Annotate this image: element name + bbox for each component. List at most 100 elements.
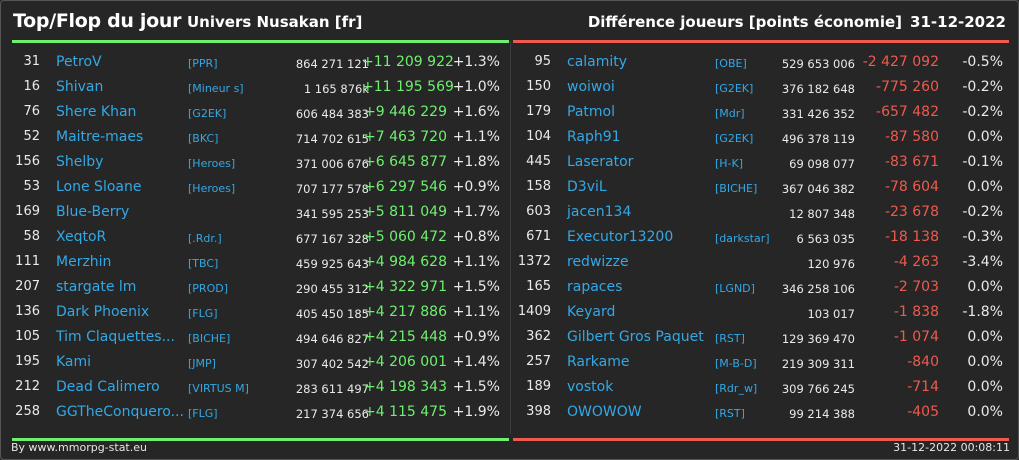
alliance-link[interactable]: [PROD] xyxy=(188,282,228,295)
top-row: 53 Lone Sloane [Heroes] 707 177 578 +6 297 5… xyxy=(12,175,509,200)
alliance-link[interactable]: [FLG] xyxy=(188,307,218,320)
rank-cell: 58 xyxy=(23,229,40,244)
player-link[interactable]: calamity xyxy=(567,54,628,70)
alliance-link[interactable]: [darkstar] xyxy=(715,232,770,245)
points-cell: 367 046 382 xyxy=(781,182,855,196)
player-link[interactable]: XeqtoR xyxy=(56,229,107,245)
player-link[interactable]: vostok xyxy=(567,379,614,395)
player-link[interactable]: Shivan xyxy=(56,79,104,95)
alliance-link[interactable]: [OBE] xyxy=(715,57,747,70)
flop-row: 398 OWOWOW [RST] 99 214 388 -405 0.0% xyxy=(513,400,1009,425)
percent-cell: +1.4% xyxy=(452,354,500,370)
points-cell: 331 426 352 xyxy=(781,107,855,121)
rank-cell: 16 xyxy=(23,79,40,94)
alliance-link[interactable]: [.Rdr.] xyxy=(188,232,222,245)
points-cell: 6 563 035 xyxy=(796,232,855,246)
metric-subtitle: Différence joueurs [points économie] xyxy=(587,13,902,31)
player-link[interactable]: Blue-Berry xyxy=(56,204,130,220)
alliance-link[interactable]: [Rdr_w] xyxy=(715,382,758,395)
player-link[interactable]: Maitre-maes xyxy=(56,129,144,145)
percent-cell: +1.8% xyxy=(452,154,500,170)
flop-list: 95 calamity [OBE] 529 653 006 -2 427 092 -0.5… xyxy=(513,50,1009,425)
header: Top/Flop du jour Univers Nusakan [fr] Di… xyxy=(1,1,1018,41)
player-link[interactable]: jacen134 xyxy=(567,204,632,220)
alliance-link[interactable]: [M-B-D] xyxy=(715,357,757,370)
alliance-link[interactable]: [BICHE] xyxy=(188,332,231,345)
alliance-link[interactable]: [TBC] xyxy=(188,257,219,270)
player-link[interactable]: GGTheConquero... xyxy=(56,404,184,420)
player-link[interactable]: D3viL xyxy=(567,179,607,195)
percent-cell: -0.2% xyxy=(962,104,1003,120)
points-cell: 219 309 311 xyxy=(781,357,855,371)
alliance-link[interactable]: [BKC] xyxy=(188,132,219,145)
percent-cell: 0.0% xyxy=(967,329,1003,345)
player-link[interactable]: rapaces xyxy=(567,279,623,295)
player-link[interactable]: Tim Claquettes... xyxy=(56,329,175,345)
player-link[interactable]: Shere Khan xyxy=(56,104,137,120)
page-title: Top/Flop du jour xyxy=(13,10,182,32)
player-link[interactable]: Lone Sloane xyxy=(56,179,142,195)
player-link[interactable]: Laserator xyxy=(567,154,634,170)
player-link[interactable]: Raph91 xyxy=(567,129,621,145)
alliance-link[interactable]: [G2EK] xyxy=(188,107,227,120)
alliance-link[interactable]: [PPR] xyxy=(188,57,218,70)
top-row: 31 PetroV [PPR] 864 271 121 +11 209 922 +1.3% xyxy=(12,50,509,75)
rank-cell: 95 xyxy=(534,54,551,69)
player-link[interactable]: Patmol xyxy=(567,104,615,120)
player-link[interactable]: woiwoi xyxy=(567,79,615,95)
alliance-link[interactable]: [FLG] xyxy=(188,407,218,420)
percent-cell: 0.0% xyxy=(967,404,1003,420)
alliance-link[interactable]: [Heroes] xyxy=(188,157,236,170)
diff-cell: -87 580 xyxy=(884,129,939,145)
alliance-link[interactable]: [H-K] xyxy=(715,157,744,170)
alliance-link[interactable]: [G2EK] xyxy=(715,132,754,145)
player-link[interactable]: OWOWOW xyxy=(567,404,642,420)
player-link[interactable]: Merzhin xyxy=(56,254,112,270)
percent-cell: -0.2% xyxy=(962,79,1003,95)
player-link[interactable]: Shelby xyxy=(56,154,104,170)
diff-cell: +4 322 971 xyxy=(364,279,447,295)
alliance-link[interactable]: [RST] xyxy=(715,332,745,345)
alliance-link[interactable]: [Mineur s] xyxy=(188,82,244,95)
header-date: 31-12-2022 xyxy=(910,13,1006,31)
player-link[interactable]: redwizze xyxy=(567,254,629,270)
player-link[interactable]: stargate lm xyxy=(56,279,137,295)
alliance-link[interactable]: [RST] xyxy=(715,407,745,420)
points-cell: 677 167 328 xyxy=(295,232,369,246)
player-link[interactable]: PetroV xyxy=(56,54,102,70)
top-row: 136 Dark Phoenix [FLG] 405 450 185 +4 217 88… xyxy=(12,300,509,325)
rank-cell: 212 xyxy=(15,379,40,394)
alliance-link[interactable]: [JMP] xyxy=(188,357,216,370)
points-cell: 290 455 312 xyxy=(295,282,369,296)
flop-row: 1409 Keyard 103 017 -1 838 -1.8% xyxy=(513,300,1009,325)
player-link[interactable]: Executor13200 xyxy=(567,229,674,245)
points-cell: 12 807 348 xyxy=(789,207,855,221)
percent-cell: +1.7% xyxy=(452,204,500,220)
alliance-link[interactable]: [VIRTUS M] xyxy=(188,382,249,395)
player-link[interactable]: Kami xyxy=(56,354,92,370)
player-link[interactable]: Dark Phoenix xyxy=(56,304,150,320)
diff-cell: +4 198 343 xyxy=(364,379,447,395)
player-link[interactable]: Dead Calimero xyxy=(56,379,160,395)
player-link[interactable]: Gilbert Gros Paquet xyxy=(567,329,704,345)
points-cell: 69 098 077 xyxy=(789,157,855,171)
points-cell: 120 976 xyxy=(807,257,855,271)
diff-cell: -18 138 xyxy=(884,229,939,245)
points-cell: 341 595 253 xyxy=(295,207,369,221)
points-cell: 606 484 383 xyxy=(295,107,369,121)
percent-cell: 0.0% xyxy=(967,354,1003,370)
rank-cell: 104 xyxy=(526,129,551,144)
alliance-link[interactable]: [LGND] xyxy=(715,282,755,295)
points-cell: 494 646 827 xyxy=(295,332,369,346)
points-cell: 529 653 006 xyxy=(781,57,855,71)
alliance-link[interactable]: [Mdr] xyxy=(715,107,745,120)
alliance-link[interactable]: [Heroes] xyxy=(188,182,236,195)
player-link[interactable]: Keyard xyxy=(567,304,616,320)
player-link[interactable]: Rarkame xyxy=(567,354,630,370)
points-cell: 307 402 542 xyxy=(295,357,369,371)
diff-cell: +4 115 475 xyxy=(364,404,447,420)
percent-cell: -0.1% xyxy=(962,154,1003,170)
alliance-link[interactable]: [G2EK] xyxy=(715,82,754,95)
percent-cell: -0.5% xyxy=(962,54,1003,70)
alliance-link[interactable]: [BICHE] xyxy=(715,182,758,195)
